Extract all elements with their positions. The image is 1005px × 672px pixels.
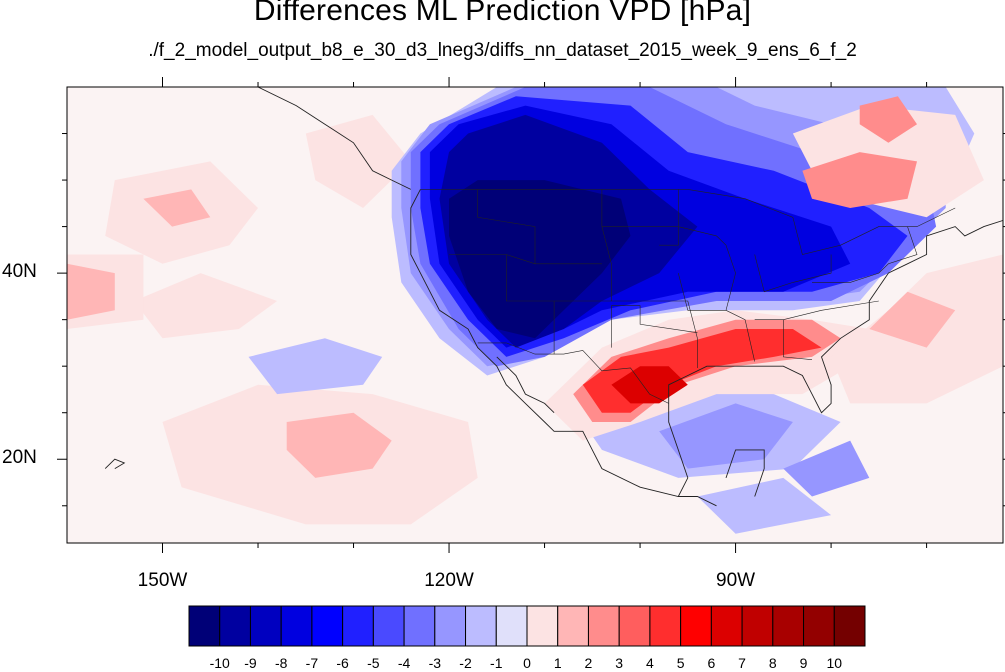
lat-label: 20N xyxy=(2,447,37,469)
colorbar-tick-label: -2 xyxy=(459,655,472,671)
pos-2-atlantic-area-0 xyxy=(869,291,956,348)
colorbar xyxy=(188,605,866,647)
colorbar-tick-label: 9 xyxy=(799,655,808,671)
state-border-7 xyxy=(611,305,698,348)
colorbar-swatch xyxy=(741,605,774,647)
colorbar-swatch xyxy=(680,605,712,647)
pos-3-canada-east-area-0 xyxy=(802,152,917,208)
map-subtitle: ./f_2_model_output_b8_e_30_d3_lneg3/diff… xyxy=(148,40,857,61)
colorbar-tick-label: 0 xyxy=(523,655,531,671)
lon-label: 150W xyxy=(137,570,188,591)
neg-1-pacific-east-area-3 xyxy=(697,477,832,534)
lat-label: 40N xyxy=(2,261,37,283)
colorbar-tick-label: -5 xyxy=(367,655,380,671)
colorbar-swatch xyxy=(465,605,497,647)
map-title: Differences ML Prediction VPD [hPa] xyxy=(253,0,752,27)
state-border-2 xyxy=(449,189,536,265)
colorbar-tick-label: 10 xyxy=(826,655,843,671)
colorbar-swatch xyxy=(403,605,436,647)
lon-label: 120W xyxy=(424,570,474,591)
colorbar-tick-label: -3 xyxy=(428,655,442,671)
vpd-difference-map xyxy=(57,77,1005,553)
colorbar-tick-label: -6 xyxy=(336,655,349,671)
state-border-14 xyxy=(812,226,918,283)
colorbar-swatch xyxy=(434,605,467,647)
colorbar-swatch xyxy=(280,605,313,647)
colorbar-tick-label: 2 xyxy=(584,655,593,671)
state-border-8 xyxy=(601,226,679,246)
state-border-12 xyxy=(782,319,813,360)
coastline-3 xyxy=(725,449,765,497)
colorbar-swatch xyxy=(495,605,528,647)
colorbar-swatch xyxy=(219,605,251,647)
colorbar-tick-label: 5 xyxy=(676,655,685,671)
colorbar-swatch xyxy=(342,605,374,647)
coastline-4 xyxy=(257,87,411,190)
coastline-5 xyxy=(104,458,126,469)
pos-2-pacific-west-area-1 xyxy=(143,189,211,227)
colorbar-tick-label: -10 xyxy=(209,655,230,671)
colorbar-swatch xyxy=(803,605,835,647)
colorbar-swatch xyxy=(587,605,620,647)
pos-2-subtropical-pacific-area-0 xyxy=(286,412,392,478)
neg-2-pacific-east-area-0 xyxy=(659,403,793,469)
colorbar-swatch xyxy=(557,605,589,647)
colorbar-tick-label: -7 xyxy=(305,655,319,671)
state-border-6 xyxy=(611,300,698,368)
state-border-10 xyxy=(678,273,726,311)
coastline-1 xyxy=(496,356,555,414)
colorbar-swatch xyxy=(188,605,221,647)
neg-1-pacific-east-area-0 xyxy=(248,338,383,395)
colorbar-swatch xyxy=(710,605,743,647)
field-layer xyxy=(67,87,1003,534)
state-border-13 xyxy=(754,254,832,293)
colorbar-swatch xyxy=(649,605,682,647)
pos-2-pacific-west-area-0 xyxy=(67,263,115,320)
colorbar-tick-label: -8 xyxy=(274,655,288,671)
state-border-0 xyxy=(420,189,956,255)
pos-1-pacific-west-area-1 xyxy=(133,273,278,339)
lon-label: 90W xyxy=(716,570,756,591)
neg-2-pacific-east-area-1 xyxy=(783,440,870,497)
colorbar-swatch xyxy=(372,605,405,647)
colorbar-swatch xyxy=(526,605,559,647)
colorbar-swatch xyxy=(772,605,805,647)
colorbar-tick-label: 4 xyxy=(646,655,654,671)
coastline-2 xyxy=(668,219,1003,497)
colorbar-tick-label: -4 xyxy=(397,655,411,671)
colorbar-swatch xyxy=(618,605,651,647)
coastline-0 xyxy=(410,189,717,507)
colorbar-tick-label: 1 xyxy=(553,655,562,671)
colorbar-tick-label: 7 xyxy=(738,655,746,671)
boundary-layer xyxy=(104,87,1003,507)
colorbar-tick-label: -9 xyxy=(244,655,257,671)
pos-1-pacific-west-area-2 xyxy=(305,114,411,208)
colorbar-swatch xyxy=(833,605,866,647)
state-border-11 xyxy=(754,300,879,321)
neg-10-west-area-0 xyxy=(449,180,631,339)
colorbar-tick-label: -1 xyxy=(490,655,503,671)
state-border-1 xyxy=(477,342,669,404)
pos-3-canada-east-area-1 xyxy=(859,96,917,143)
colorbar-tick-label: 8 xyxy=(768,655,777,671)
colorbar-swatch xyxy=(311,605,344,647)
state-border-9 xyxy=(677,189,755,362)
colorbar-tick-label: 3 xyxy=(615,655,624,671)
tick-layer xyxy=(57,77,1005,553)
colorbar-tick-label: 6 xyxy=(707,655,716,671)
map-frame xyxy=(66,86,1004,544)
colorbar-swatch xyxy=(249,605,282,647)
